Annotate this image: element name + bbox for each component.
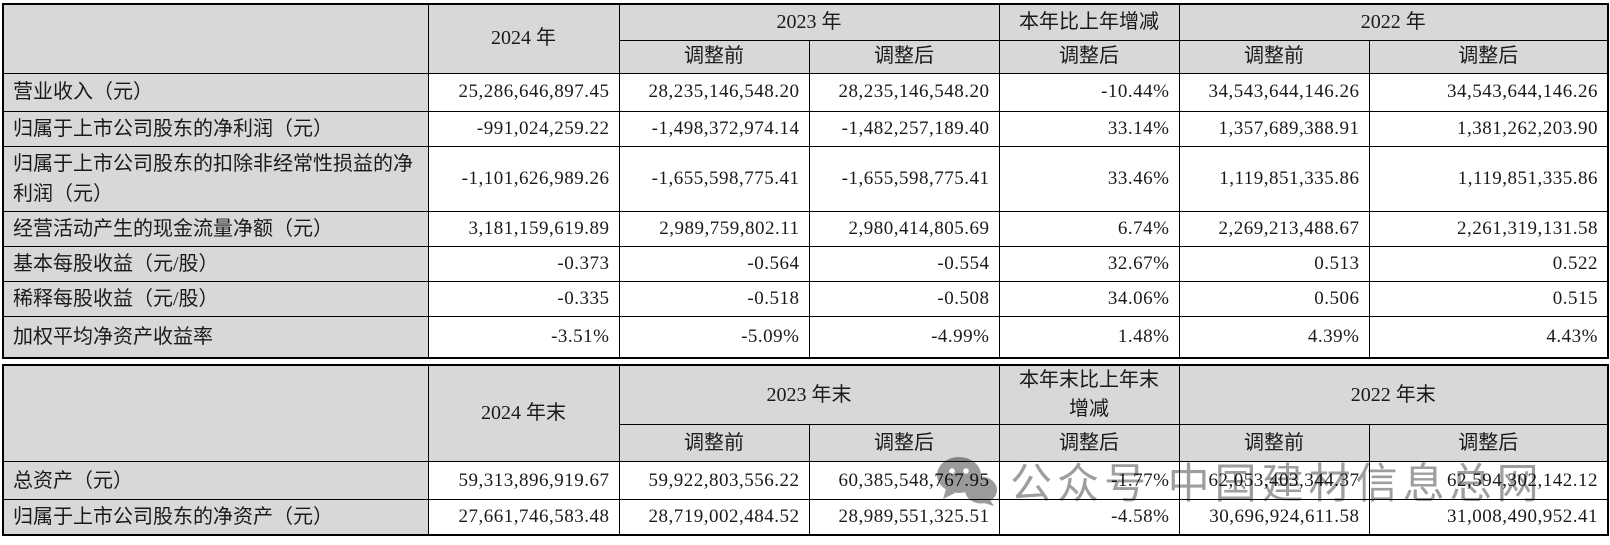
table-cell: 1,119,851,335.86 — [1368, 145, 1609, 212]
table-cell: 34.06% — [998, 280, 1180, 317]
table-cell: 4.43% — [1368, 315, 1609, 359]
table-cell: -0.518 — [618, 280, 810, 317]
col-header-yoy-change: 本年比上年增减 — [998, 3, 1180, 41]
table-row: 归属于上市公司股东的扣除非经常性损益的净利润（元） -1,101,626,989… — [2, 145, 1609, 212]
table-cell: -10.44% — [998, 72, 1180, 112]
table-cell: -1,101,626,989.26 — [427, 145, 620, 212]
table-cell: 60,385,548,767.95 — [808, 461, 1000, 500]
annual-indicators-table: 2024 年 2023 年 本年比上年增减 2022 年 调整前 调整后 调整后… — [2, 3, 1609, 359]
table-row: 归属于上市公司股东的净资产（元） 27,661,746,583.48 28,71… — [2, 499, 1609, 536]
col-header-2023-yearend: 2023 年末 — [618, 364, 1000, 425]
table-cell: 25,286,646,897.45 — [427, 72, 620, 112]
table-cell: 0.515 — [1368, 280, 1609, 317]
subheader-2022-after: 调整后 — [1368, 424, 1609, 462]
table-cell: -1,498,372,974.14 — [618, 110, 810, 147]
table-cell: 33.14% — [998, 110, 1180, 147]
table-cell: 1.48% — [998, 315, 1180, 359]
subheader-2022-before: 调整前 — [1178, 39, 1370, 74]
table-cell: 28,235,146,548.20 — [808, 72, 1000, 112]
table-cell: -0.554 — [808, 245, 1000, 282]
table-cell: 2,980,414,805.69 — [808, 210, 1000, 247]
row-label-basic-eps: 基本每股收益（元/股） — [2, 245, 429, 282]
row-label-net-profit-excl-nonrecurring: 归属于上市公司股东的扣除非经常性损益的净利润（元） — [2, 145, 429, 212]
table-row: 加权平均净资产收益率 -3.51% -5.09% -4.99% 1.48% 4.… — [2, 315, 1609, 359]
table-cell: 0.513 — [1178, 245, 1370, 282]
table-cell: 28,719,002,484.52 — [618, 499, 810, 536]
table-cell: -991,024,259.22 — [427, 110, 620, 147]
table-cell: -1,655,598,775.41 — [808, 145, 1000, 212]
table-cell: 1,357,689,388.91 — [1178, 110, 1370, 147]
subheader-2022-before: 调整前 — [1178, 424, 1370, 462]
table-row: 基本每股收益（元/股） -0.373 -0.564 -0.554 32.67% … — [2, 245, 1609, 282]
yearend-indicators-table: 2024 年末 2023 年末 本年末比上年末增减 2022 年末 调整前 调整… — [2, 364, 1609, 536]
table-cell: 1,119,851,335.86 — [1178, 145, 1370, 212]
table-cell: -3.51% — [427, 315, 620, 359]
table-row: 归属于上市公司股东的净利润（元） -991,024,259.22 -1,498,… — [2, 110, 1609, 147]
row-label-weighted-avg-roe: 加权平均净资产收益率 — [2, 315, 429, 359]
table-cell: 28,235,146,548.20 — [618, 72, 810, 112]
table-cell: -1,482,257,189.40 — [808, 110, 1000, 147]
table-cell: 0.522 — [1368, 245, 1609, 282]
table-cell: -5.09% — [618, 315, 810, 359]
table-cell: 4.39% — [1178, 315, 1370, 359]
subheader-2023-before: 调整前 — [618, 424, 810, 462]
table-cell: 59,922,803,556.22 — [618, 461, 810, 500]
table-cell: 33.46% — [998, 145, 1180, 212]
table-cell: 59,313,896,919.67 — [427, 461, 620, 500]
table-row: 经营活动产生的现金流量净额（元） 3,181,159,619.89 2,989,… — [2, 210, 1609, 247]
col-header-yearend-change: 本年末比上年末增减 — [998, 364, 1180, 425]
subheader-change-after: 调整后 — [998, 424, 1180, 462]
table-cell: 6.74% — [998, 210, 1180, 247]
table-cell: 28,989,551,325.51 — [808, 499, 1000, 536]
table-cell: -0.564 — [618, 245, 810, 282]
table-cell: 31,008,490,952.41 — [1368, 499, 1609, 536]
table-cell: 32.67% — [998, 245, 1180, 282]
table-cell: 1,381,262,203.90 — [1368, 110, 1609, 147]
row-label-net-assets: 归属于上市公司股东的净资产（元） — [2, 499, 429, 536]
table-cell: -1.77% — [998, 461, 1180, 500]
table-cell: -0.373 — [427, 245, 620, 282]
table-row: 总资产（元） 59,313,896,919.67 59,922,803,556.… — [2, 461, 1609, 500]
corner-blank-cell — [2, 364, 429, 462]
col-header-2024-yearend: 2024 年末 — [427, 364, 620, 462]
col-header-2022: 2022 年 — [1178, 3, 1609, 41]
table-cell: -4.99% — [808, 315, 1000, 359]
row-label-diluted-eps: 稀释每股收益（元/股） — [2, 280, 429, 317]
table-cell: 0.506 — [1178, 280, 1370, 317]
subheader-2023-after: 调整后 — [808, 39, 1000, 74]
table-cell: 2,261,319,131.58 — [1368, 210, 1609, 247]
table-row: 稀释每股收益（元/股） -0.335 -0.518 -0.508 34.06% … — [2, 280, 1609, 317]
table-cell: -4.58% — [998, 499, 1180, 536]
row-label-total-assets: 总资产（元） — [2, 461, 429, 500]
table-cell: 2,269,213,488.67 — [1178, 210, 1370, 247]
table-cell: 3,181,159,619.89 — [427, 210, 620, 247]
table-cell: -0.508 — [808, 280, 1000, 317]
col-header-2022-yearend: 2022 年末 — [1178, 364, 1609, 425]
subheader-change-after: 调整后 — [998, 39, 1180, 74]
table-cell: -1,655,598,775.41 — [618, 145, 810, 212]
table-cell: 34,543,644,146.26 — [1368, 72, 1609, 112]
table-cell: -0.335 — [427, 280, 620, 317]
corner-blank-cell — [2, 3, 429, 74]
table-row: 营业收入（元） 25,286,646,897.45 28,235,146,548… — [2, 72, 1609, 112]
table-cell: 2,989,759,802.11 — [618, 210, 810, 247]
subheader-2023-before: 调整前 — [618, 39, 810, 74]
table-cell: 27,661,746,583.48 — [427, 499, 620, 536]
table-cell: 62,594,302,142.12 — [1368, 461, 1609, 500]
table-cell: 62,053,403,344.37 — [1178, 461, 1370, 500]
subheader-2023-after: 调整后 — [808, 424, 1000, 462]
col-header-2024: 2024 年 — [427, 3, 620, 74]
table-cell: 34,543,644,146.26 — [1178, 72, 1370, 112]
row-label-operating-cash-flow: 经营活动产生的现金流量净额（元） — [2, 210, 429, 247]
row-label-net-profit: 归属于上市公司股东的净利润（元） — [2, 110, 429, 147]
table-cell: 30,696,924,611.58 — [1178, 499, 1370, 536]
col-header-2023: 2023 年 — [618, 3, 1000, 41]
subheader-2022-after: 调整后 — [1368, 39, 1609, 74]
row-label-revenue: 营业收入（元） — [2, 72, 429, 112]
